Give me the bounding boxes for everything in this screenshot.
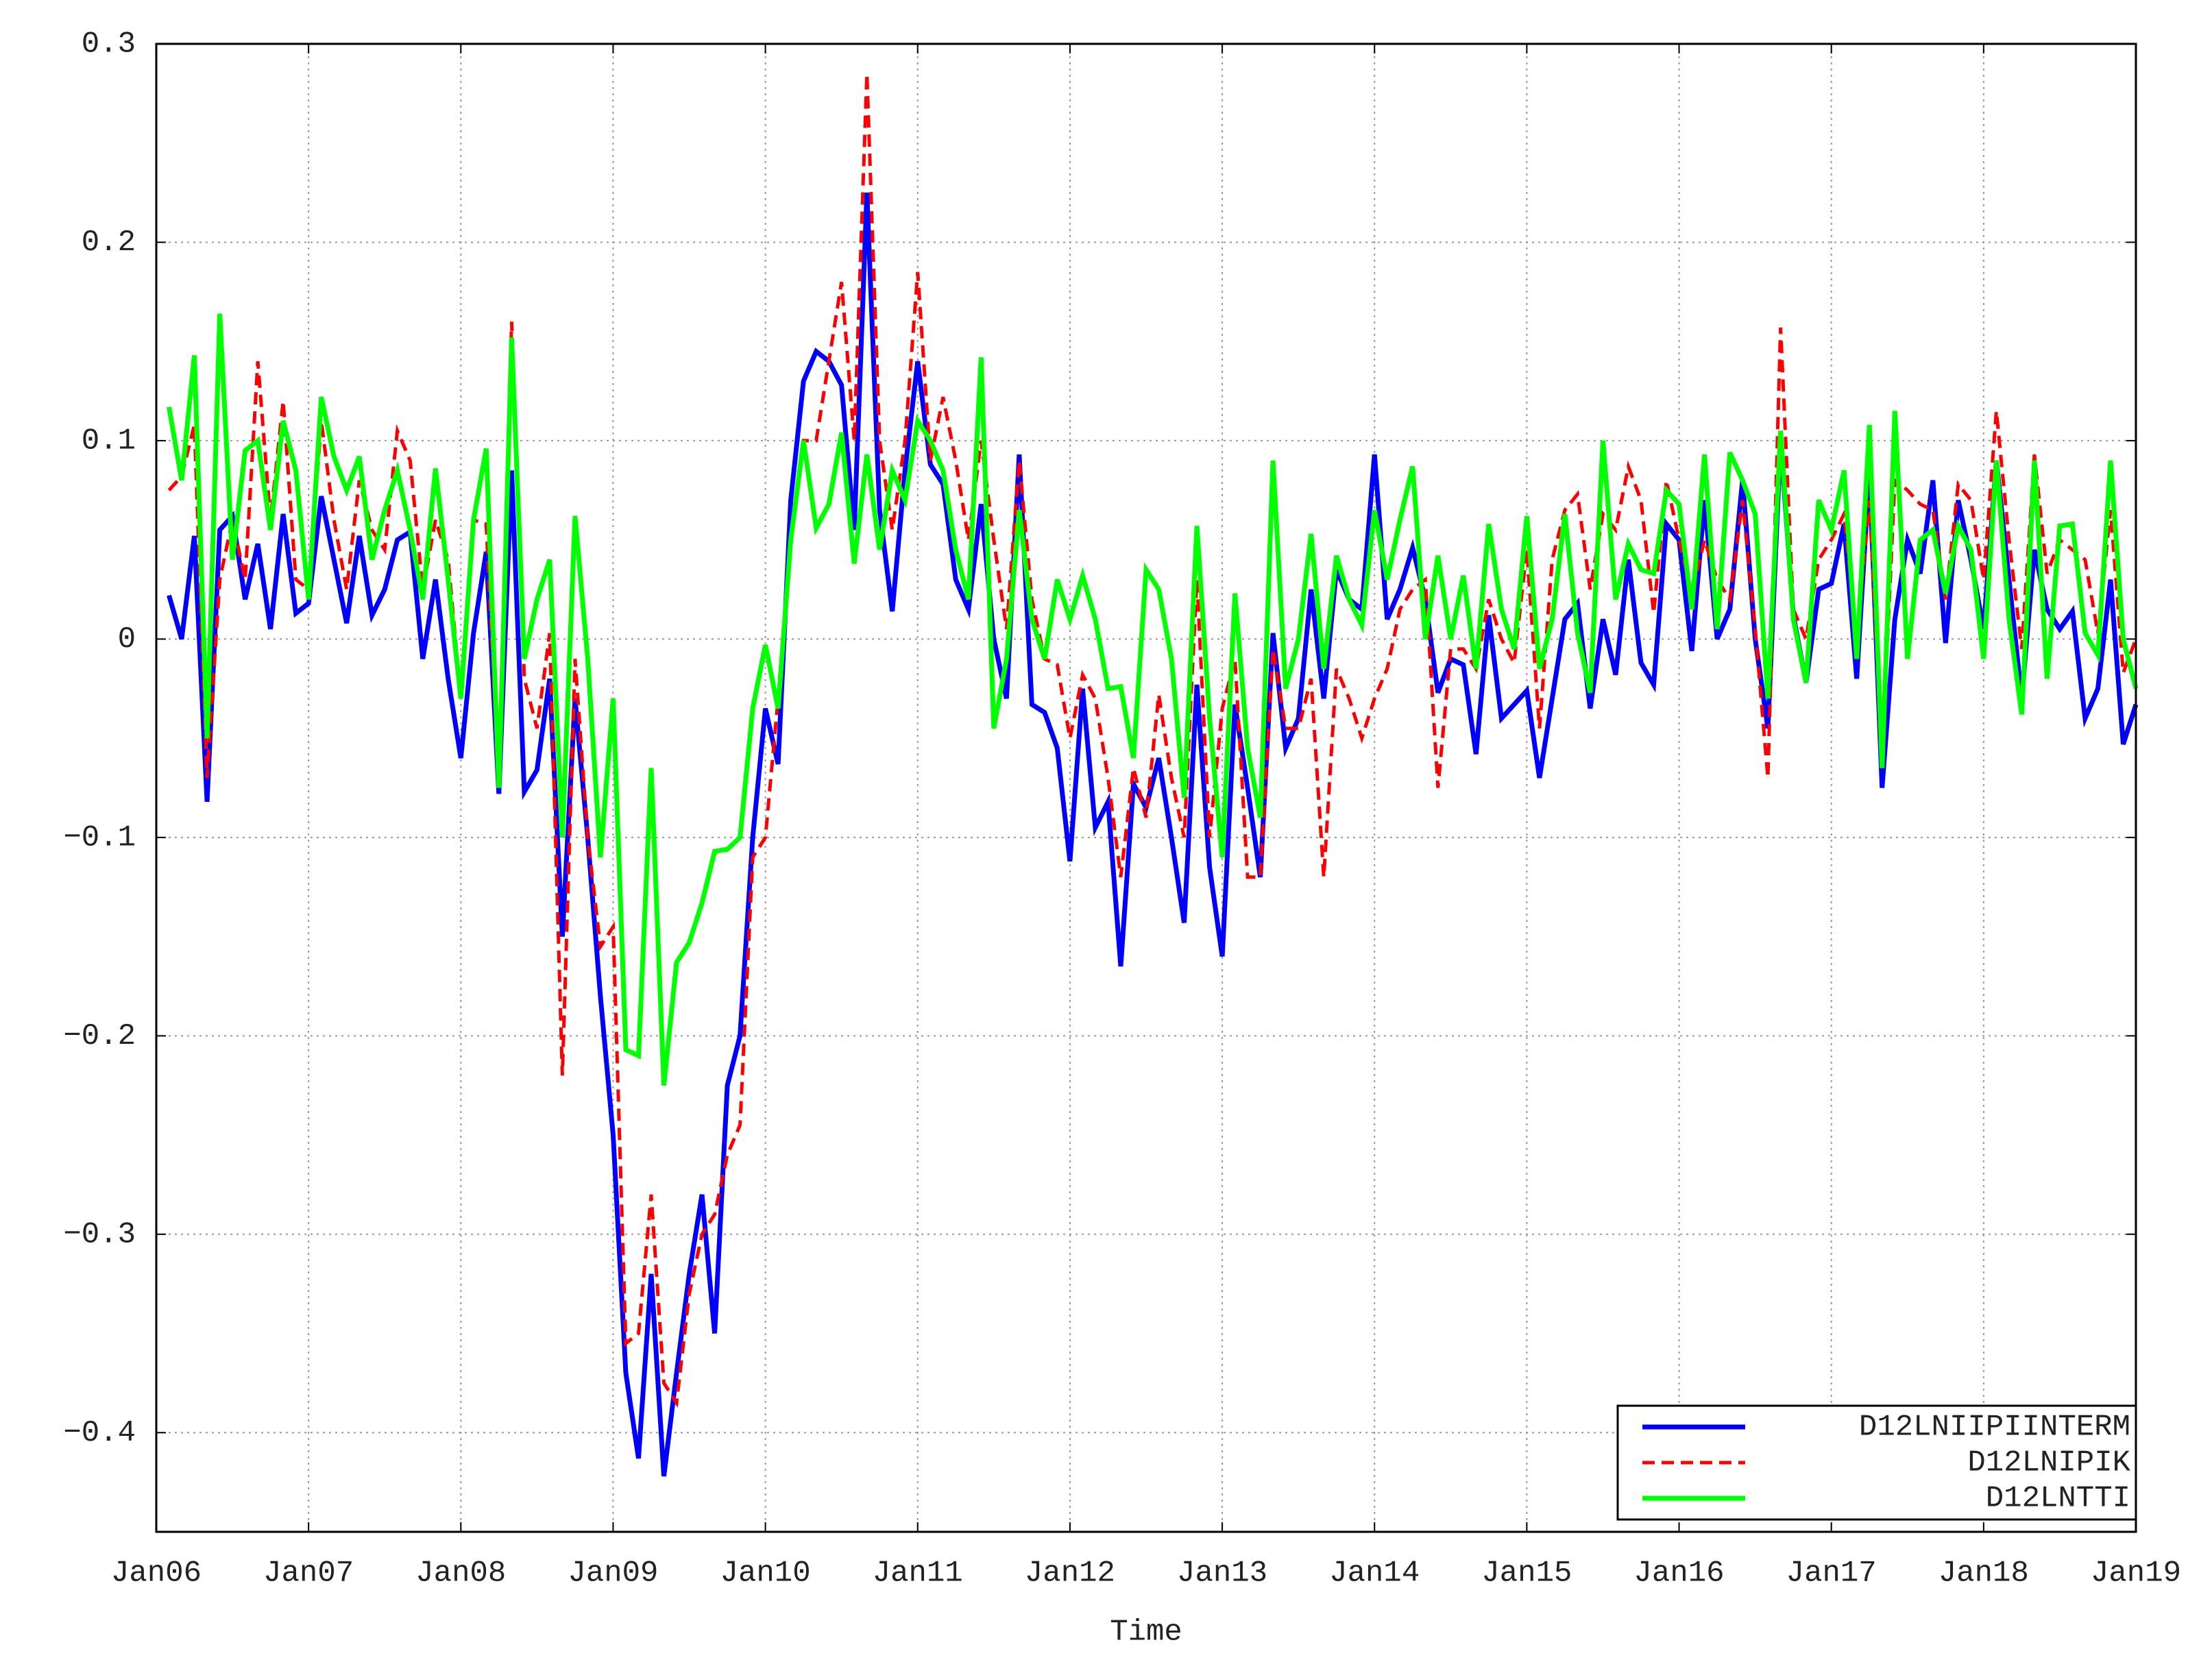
x-tick-label: Jan09 [568, 1557, 658, 1591]
y-tick-label: 0.2 [82, 225, 136, 260]
y-tick-label: 0.3 [82, 27, 136, 62]
y-tick-label: −0.1 [63, 820, 136, 855]
y-tick-label: −0.4 [63, 1416, 136, 1450]
x-tick-label: Jan11 [873, 1557, 963, 1591]
y-tick-label: 0.1 [82, 424, 136, 459]
series-line [167, 313, 2139, 1086]
x-tick-label: Jan07 [263, 1557, 354, 1591]
x-tick-label: Jan12 [1025, 1557, 1115, 1591]
y-tick-label: −0.2 [63, 1019, 136, 1053]
x-tick-label: Jan18 [1938, 1557, 2029, 1591]
x-tick-label: Jan13 [1177, 1557, 1267, 1591]
y-tick-label: −0.3 [63, 1217, 136, 1252]
x-tick-label: Jan17 [1786, 1557, 1877, 1591]
legend-label: D12LNTTI [1986, 1482, 2130, 1516]
legend-label: D12LNIIPIINTERM [1859, 1411, 2130, 1445]
legend-label: D12LNIPIK [1967, 1446, 2130, 1480]
x-tick-label: Jan10 [720, 1557, 811, 1591]
x-tick-label: Jan15 [1481, 1557, 1572, 1591]
x-tick-label: Jan14 [1329, 1557, 1420, 1591]
x-tick-label: Jan16 [1634, 1557, 1725, 1591]
x-tick-label: Jan06 [111, 1557, 202, 1591]
y-tick-label: 0 [118, 622, 136, 657]
x-axis-label: Time [1110, 1615, 1182, 1650]
x-tick-label: Jan08 [415, 1557, 506, 1591]
plot-frame [155, 42, 2137, 1533]
x-tick-label: Jan19 [2091, 1557, 2181, 1591]
